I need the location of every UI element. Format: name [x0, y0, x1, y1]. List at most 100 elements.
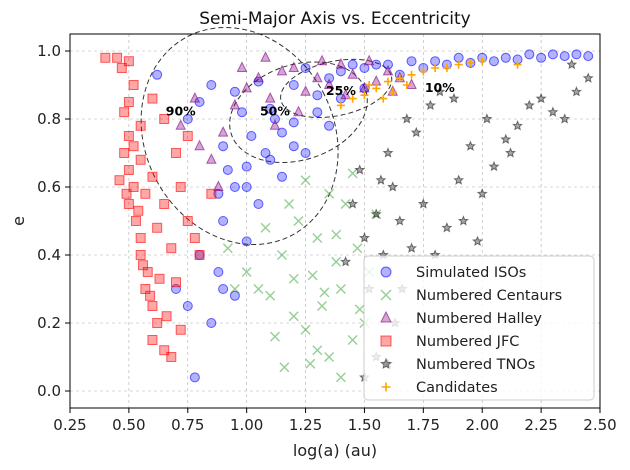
x-tick-label: 1.50	[348, 416, 381, 434]
series-numbered-jfc	[100, 52, 217, 362]
data-point	[524, 49, 535, 60]
data-point	[229, 98, 241, 110]
data-point	[571, 49, 582, 60]
data-point	[340, 255, 352, 267]
data-point	[288, 117, 299, 128]
data-point	[246, 131, 257, 141]
data-point	[489, 56, 499, 67]
data-point	[547, 49, 558, 60]
data-point	[347, 198, 359, 209]
x-tick-label: 0.25	[53, 416, 86, 434]
data-point	[419, 67, 428, 76]
data-point	[133, 205, 144, 216]
data-point	[464, 140, 476, 151]
data-points	[100, 49, 594, 383]
data-point	[123, 97, 134, 107]
data-point	[288, 61, 300, 72]
data-point	[288, 80, 299, 90]
data-point	[121, 188, 132, 199]
data-point	[370, 208, 382, 219]
data-point	[488, 160, 500, 172]
data-point	[305, 358, 316, 369]
data-point	[394, 215, 406, 226]
data-point	[123, 56, 134, 67]
data-point	[431, 64, 440, 72]
data-point	[288, 311, 299, 322]
data-point	[379, 94, 388, 103]
legend-label: Numbered Centaurs	[416, 288, 562, 304]
data-point	[319, 287, 330, 298]
data-point	[241, 267, 252, 277]
data-point	[152, 222, 163, 233]
data-point	[335, 284, 346, 294]
data-point	[182, 114, 193, 124]
data-point	[471, 235, 484, 247]
data-point	[383, 59, 393, 70]
data-point	[441, 221, 453, 233]
data-point	[123, 165, 134, 175]
data-point	[217, 125, 229, 137]
y-tick-label: 0.0	[37, 382, 61, 400]
data-point	[100, 52, 111, 63]
data-point	[583, 51, 594, 62]
data-point	[194, 250, 205, 260]
data-point	[375, 174, 387, 185]
data-point	[410, 126, 422, 138]
y-tick-label: 0.4	[37, 246, 61, 264]
x-tick-label: 2.25	[524, 416, 557, 434]
data-point	[189, 372, 200, 383]
data-point	[171, 148, 181, 158]
data-point	[312, 345, 323, 356]
legend-label: Simulated ISOs	[416, 265, 526, 281]
data-point	[123, 131, 134, 141]
contour-label: 25%	[326, 83, 356, 98]
data-point	[277, 127, 287, 138]
data-point	[347, 335, 358, 345]
data-point	[363, 54, 375, 66]
data-point	[175, 119, 187, 130]
data-point	[236, 61, 248, 72]
data-point	[288, 141, 299, 152]
data-point	[360, 91, 369, 100]
data-point	[189, 91, 201, 103]
y-tick-label: 0.2	[37, 314, 61, 332]
data-point	[293, 105, 304, 117]
x-tick-label: 1.25	[289, 416, 322, 434]
data-point	[218, 141, 229, 152]
data-point	[335, 66, 346, 77]
data-point	[324, 73, 335, 84]
data-point	[300, 148, 311, 158]
data-point	[277, 171, 287, 182]
legend-marker	[379, 357, 393, 370]
data-point	[559, 113, 571, 124]
data-point	[536, 52, 547, 63]
data-point	[159, 199, 170, 209]
data-point	[312, 233, 323, 243]
legend-marker	[380, 335, 392, 347]
x-tick-label: 1.75	[407, 416, 440, 434]
data-point	[241, 236, 252, 247]
series-numbered-halley	[175, 51, 417, 191]
data-point	[284, 199, 295, 209]
legend-marker	[380, 310, 392, 323]
data-point	[347, 59, 358, 70]
data-point	[312, 90, 323, 101]
data-point	[312, 71, 323, 83]
legend-label: Numbered Halley	[416, 311, 542, 327]
data-point	[401, 113, 413, 124]
data-point	[336, 101, 345, 110]
data-point	[395, 74, 404, 83]
data-point	[145, 290, 156, 301]
data-point	[340, 199, 351, 209]
data-point	[288, 273, 299, 284]
data-point	[112, 52, 123, 63]
data-point	[140, 188, 151, 199]
contour-90pct	[140, 27, 339, 245]
data-point	[135, 233, 146, 243]
data-point	[365, 81, 374, 89]
data-point	[253, 199, 264, 209]
data-point	[130, 216, 141, 226]
data-point	[229, 86, 240, 97]
data-point	[300, 85, 311, 96]
